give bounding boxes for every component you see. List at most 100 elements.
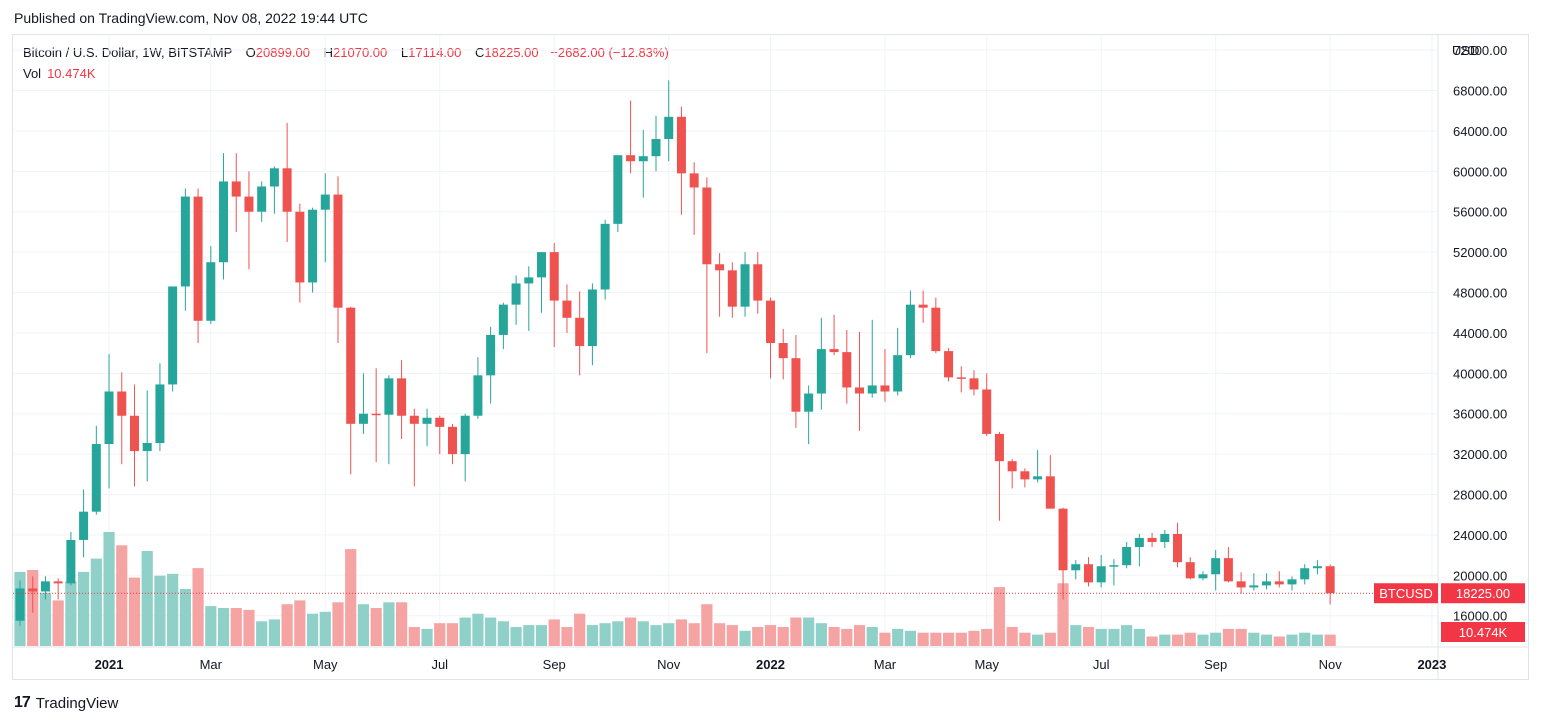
volume-bar: [675, 619, 688, 646]
volume-bar: [421, 628, 433, 646]
volume-bar: [624, 617, 637, 646]
volume-bar: [1324, 634, 1336, 646]
candle-body: [1096, 566, 1106, 583]
candle-body: [511, 283, 521, 305]
candle-body: [702, 187, 712, 265]
volume-bar: [1108, 628, 1120, 646]
candle-body: [231, 181, 241, 197]
symbol-badge-label: BTCUSD: [1379, 586, 1432, 601]
volume-bar: [65, 581, 77, 646]
candle-body: [358, 413, 368, 424]
volume-bar: [1133, 628, 1145, 646]
candle-body: [53, 581, 63, 584]
price-tick-label: 64000.00: [1453, 124, 1507, 139]
volume-bar: [930, 632, 942, 646]
volume-bar: [637, 621, 649, 646]
candle-body: [638, 156, 648, 162]
time-tick-label: 2022: [756, 657, 785, 672]
candle-body: [1173, 533, 1183, 563]
price-tick-label: 56000.00: [1453, 205, 1507, 220]
published-info: Published on TradingView.com, Nov 08, 20…: [14, 10, 368, 26]
tradingview-logo-icon: 17: [14, 694, 31, 711]
candle-body: [1211, 558, 1221, 575]
candle-body: [727, 270, 737, 307]
candle-body: [1300, 568, 1310, 580]
candle-body: [651, 139, 661, 157]
volume-bar: [828, 627, 840, 646]
volume-bar: [752, 627, 764, 646]
volume-bar: [1070, 625, 1082, 646]
candle-body: [1147, 537, 1157, 542]
high-label: H: [323, 45, 334, 60]
symbol-badge: [1374, 583, 1438, 604]
time-tick-label: Jul: [1093, 657, 1110, 672]
tradingview-brand: TradingView: [35, 694, 119, 712]
volume-bar: [1044, 632, 1056, 646]
candle-body: [575, 317, 585, 347]
volume-bar: [154, 575, 166, 646]
time-tick-label: Jul: [431, 657, 448, 672]
volume-bar: [535, 625, 548, 646]
volume-bar: [497, 621, 509, 646]
candle-body: [397, 378, 407, 416]
candle-body: [409, 415, 419, 424]
volume-badge-label: 10.474K: [1459, 625, 1508, 640]
candle-body: [918, 304, 928, 308]
candle-body: [180, 196, 190, 287]
volume-bar: [650, 625, 662, 646]
tradingview-logo[interactable]: 17 TradingView: [14, 694, 118, 712]
candle-body: [816, 349, 826, 394]
volume-bar: [866, 627, 878, 646]
low-value: 17114.00: [408, 45, 462, 60]
candle-body: [664, 116, 674, 140]
time-tick-label: May: [313, 657, 338, 672]
candle-body: [422, 417, 432, 424]
candle-body: [1249, 585, 1259, 588]
price-tick-label: 52000.00: [1453, 245, 1507, 260]
volume-bar: [319, 611, 331, 646]
candle-body: [1058, 508, 1068, 571]
candle-body: [791, 358, 801, 412]
price-tick-label: 44000.00: [1453, 326, 1507, 341]
candle-body: [486, 334, 496, 376]
volume-value: 10.474K: [47, 66, 96, 81]
candle-body: [1033, 476, 1043, 480]
volume-bar: [357, 604, 370, 646]
candle-body: [346, 307, 356, 424]
volume-bar: [1121, 625, 1133, 646]
candle-body: [537, 252, 547, 278]
volume-bar: [942, 632, 955, 646]
candle-body: [1083, 564, 1093, 583]
candle-body: [1185, 562, 1195, 579]
candle-body: [333, 194, 343, 308]
time-tick-label: May: [974, 657, 999, 672]
volume-bar: [981, 628, 993, 646]
candle-body: [219, 181, 229, 263]
candle-body: [129, 415, 139, 452]
candle-body: [66, 539, 76, 584]
volume-bar: [1222, 628, 1234, 646]
volume-bar: [217, 608, 230, 646]
candle-body: [206, 262, 216, 321]
volume-bar: [1019, 632, 1031, 646]
candle-body: [193, 196, 203, 321]
candle-body: [549, 252, 559, 301]
candle-body: [626, 155, 636, 162]
volume-bar: [1184, 632, 1196, 646]
candle-body: [1109, 565, 1119, 567]
time-tick-label: Mar: [200, 657, 223, 672]
high-value: 21070.00: [333, 45, 388, 60]
candle-body: [1007, 461, 1017, 472]
candle-body: [587, 289, 597, 347]
price-badge: [1441, 583, 1525, 604]
candle-body: [1071, 564, 1081, 571]
time-tick-label: Mar: [874, 657, 897, 672]
price-tick-label: 28000.00: [1453, 488, 1507, 503]
volume-bar: [1159, 634, 1171, 646]
volume-legend: Vol 10.474K: [23, 66, 96, 81]
volume-bar: [1006, 627, 1018, 646]
volume-bar: [230, 608, 242, 646]
candle-body: [524, 277, 534, 284]
volume-bar: [78, 571, 90, 646]
